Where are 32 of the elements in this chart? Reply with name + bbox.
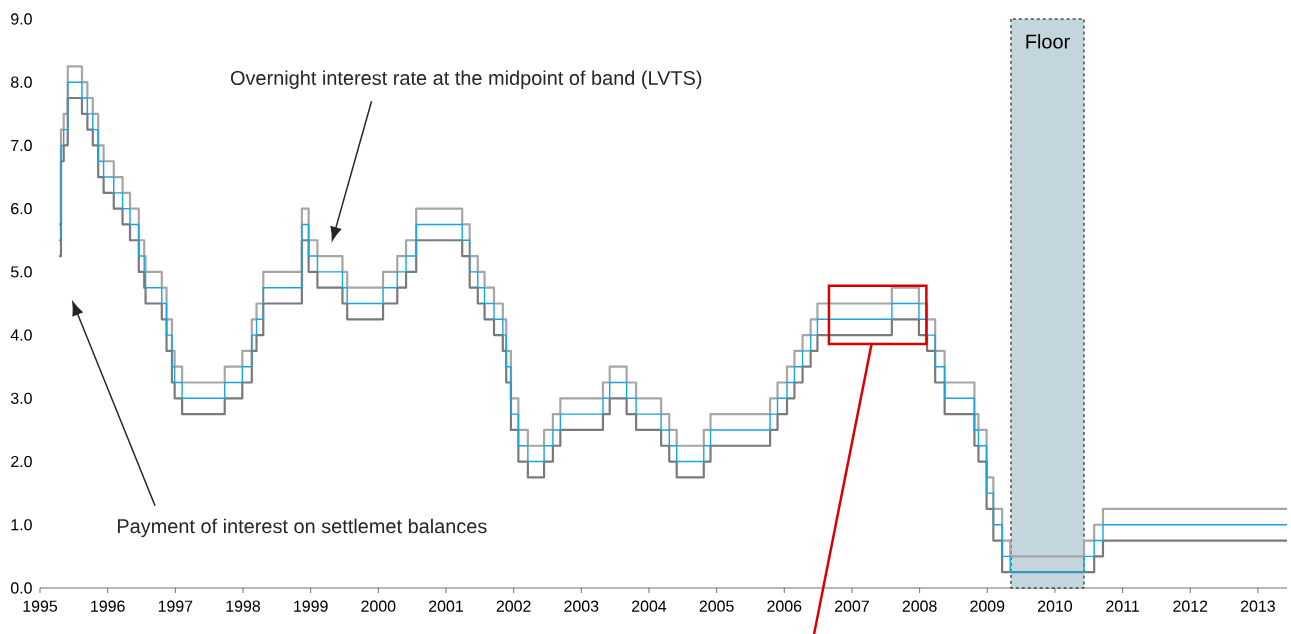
y-tick-label: 6.0: [11, 203, 32, 215]
x-tick-label: 2008: [902, 600, 937, 612]
x-tick-label: 1997: [158, 600, 193, 612]
x-tick-label: 2002: [496, 600, 531, 612]
x-tick-label: 2004: [632, 600, 667, 612]
x-tick-label: 1998: [226, 600, 261, 612]
y-tick-label: 4.0: [10, 329, 32, 341]
x-tick-label: 1996: [91, 600, 125, 612]
annotation: Overnight interest rate at the midpoint of band (LVTS): [230, 70, 702, 89]
x-tick-label: 2009: [970, 600, 1005, 612]
x-tick-label: 2007: [835, 600, 869, 612]
y-tick-label: 3.0: [10, 392, 32, 404]
band-label: Floor: [1026, 33, 1070, 49]
y-tick-label: 5.0: [10, 266, 32, 278]
y-tick-label: 8.0: [11, 76, 32, 88]
x-tick-label: 2011: [1106, 600, 1139, 612]
y-tick-label: 9.0: [11, 13, 32, 25]
x-tick-label: 2013: [1240, 600, 1275, 612]
x-tick-label: 2001: [429, 600, 463, 612]
y-tick-label: 1.0: [11, 519, 32, 531]
x-tick-label: 2012: [1173, 600, 1208, 612]
x-tick-label: 2005: [699, 600, 734, 612]
y-tick-label: 0.0: [10, 582, 32, 594]
x-tick-label: 2003: [564, 600, 599, 612]
x-tick-label: 2010: [1038, 600, 1073, 612]
x-tick-label: 1995: [23, 600, 58, 612]
y-tick-label: 7.0: [11, 139, 32, 152]
annotation: Payment of interest on settlemet balances: [117, 518, 487, 538]
y-tick-label: 2.0: [11, 455, 32, 468]
x-tick-label: 2000: [361, 600, 396, 612]
x-tick-label: 1999: [294, 600, 328, 612]
x-tick-label: 2006: [767, 600, 802, 612]
